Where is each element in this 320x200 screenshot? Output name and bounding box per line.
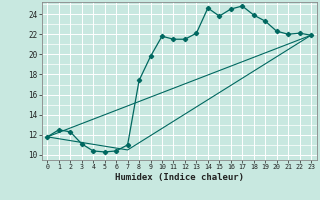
X-axis label: Humidex (Indice chaleur): Humidex (Indice chaleur) (115, 173, 244, 182)
